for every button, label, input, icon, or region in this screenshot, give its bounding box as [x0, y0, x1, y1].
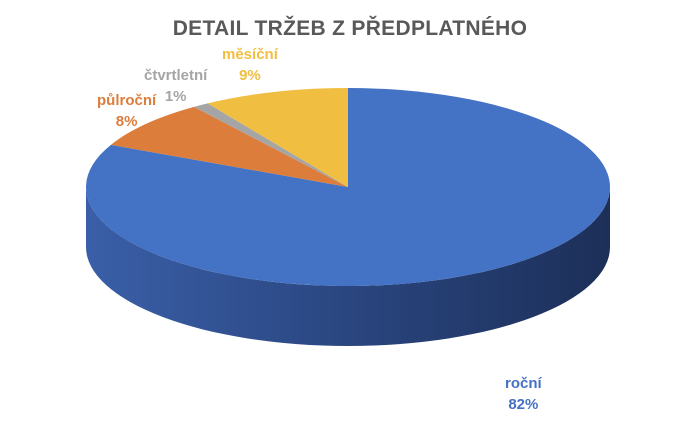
pie-slice-půlroční: [110, 106, 349, 187]
data-label-rocni: roční 82%: [505, 375, 542, 413]
data-label-pulrocni: půlroční 8%: [97, 92, 157, 130]
data-label-mesicni: měsíční 9%: [222, 46, 278, 84]
pie-slice-čtvrtletní: [194, 103, 348, 187]
data-label-ctvrtletni: čtvrtletní 1%: [144, 67, 208, 105]
chart-title: DETAIL TRŽEB Z PŘEDPLATNÉHO: [172, 17, 528, 40]
pie-side-roční: [86, 187, 610, 346]
pie-slice-měsíční: [207, 88, 348, 187]
